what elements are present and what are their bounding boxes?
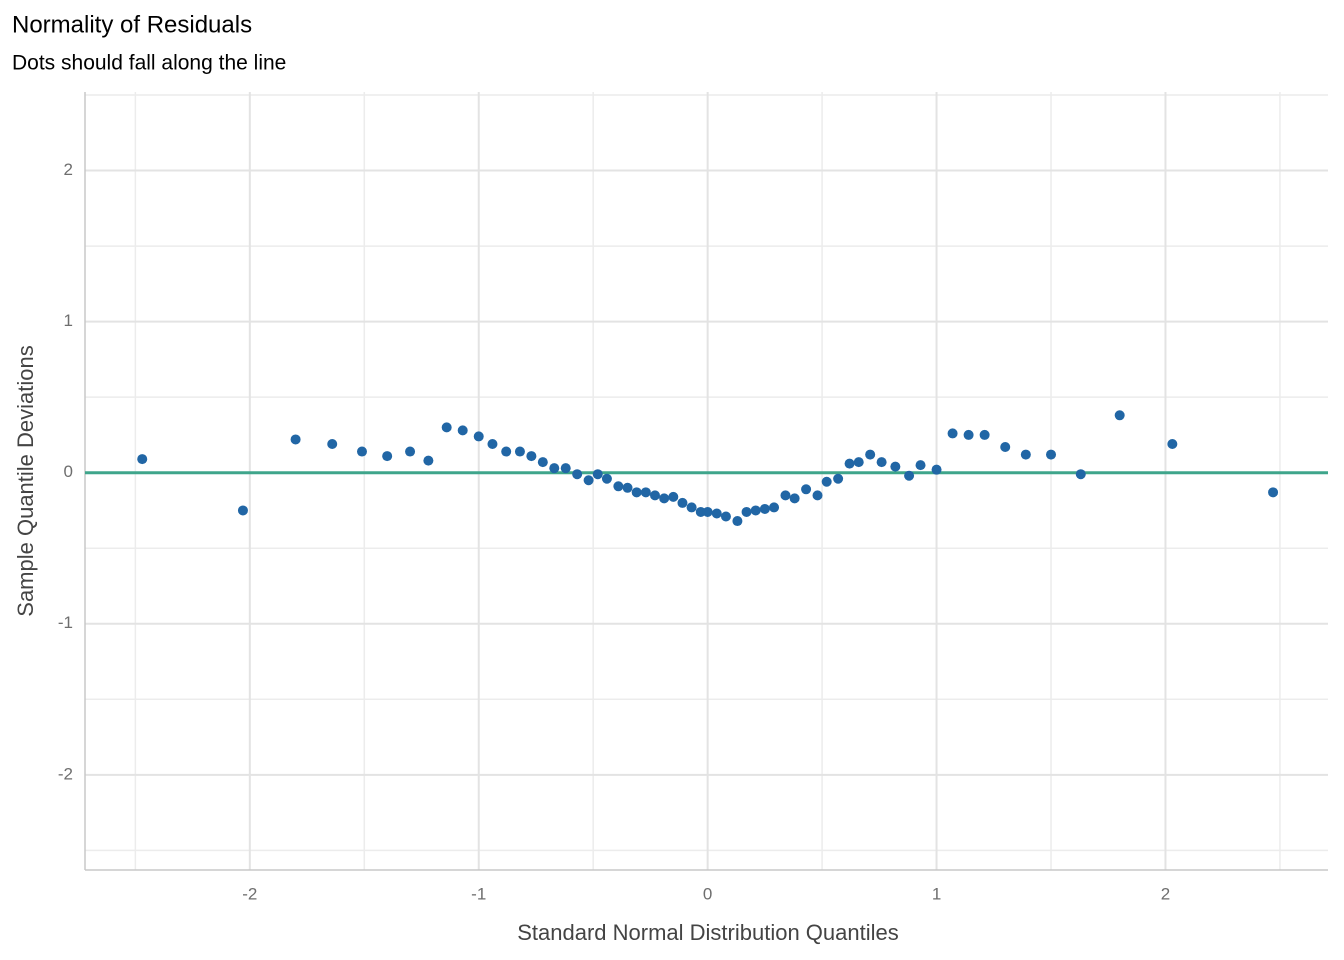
point [750, 505, 761, 516]
point [947, 428, 958, 439]
point [833, 473, 844, 484]
point [514, 446, 525, 457]
point [915, 460, 926, 471]
point [931, 464, 942, 475]
point [659, 493, 670, 504]
x-tick-label: 2 [1161, 884, 1170, 903]
point [789, 493, 800, 504]
point [1268, 487, 1279, 498]
point [686, 502, 697, 513]
point [441, 422, 452, 433]
chart-title: Normality of Residuals [12, 11, 252, 38]
point [963, 429, 974, 440]
point [1000, 442, 1011, 453]
point [1075, 469, 1086, 480]
point [677, 497, 688, 508]
point [1020, 449, 1031, 460]
point [865, 449, 876, 460]
point [702, 506, 713, 517]
point [844, 458, 855, 469]
x-tick-label: -2 [242, 884, 257, 903]
point [769, 502, 780, 513]
y-tick-label: 2 [64, 160, 73, 179]
point [801, 484, 812, 495]
point [327, 438, 338, 449]
point [572, 469, 583, 480]
point [290, 434, 301, 445]
point [668, 491, 679, 502]
point [601, 473, 612, 484]
point [356, 446, 367, 457]
point [741, 506, 752, 517]
x-tick-label: 0 [703, 884, 712, 903]
point [457, 425, 468, 436]
y-tick-label: -1 [58, 613, 73, 632]
point [583, 475, 594, 486]
x-axis-label: Standard Normal Distribution Quantiles [517, 920, 899, 945]
point [1114, 410, 1125, 421]
point [405, 446, 416, 457]
point [382, 451, 393, 462]
point [473, 431, 484, 442]
point [537, 457, 548, 468]
point [720, 511, 731, 522]
y-axis-label: Sample Quantile Deviations [13, 345, 38, 616]
point [780, 490, 791, 501]
point [979, 429, 990, 440]
point [711, 508, 722, 519]
point [526, 451, 537, 462]
point [821, 476, 832, 487]
point [501, 446, 512, 457]
y-tick-label: 1 [64, 311, 73, 330]
x-tick-label: -1 [471, 884, 486, 903]
point [549, 463, 560, 474]
point [1167, 438, 1178, 449]
point [890, 461, 901, 472]
point [695, 506, 706, 517]
point [812, 490, 823, 501]
point [137, 454, 148, 465]
point [487, 438, 498, 449]
point [876, 457, 887, 468]
y-tick-label: -2 [58, 764, 73, 783]
point [904, 470, 915, 481]
point [853, 457, 864, 468]
point [622, 482, 633, 493]
point [423, 455, 434, 466]
point [237, 505, 248, 516]
point [1046, 449, 1057, 460]
point [613, 481, 624, 492]
chart-subtitle: Dots should fall along the line [12, 52, 286, 75]
point [592, 469, 603, 480]
point [649, 490, 660, 501]
x-tick-label: 1 [932, 884, 941, 903]
point [631, 487, 642, 498]
point [759, 503, 770, 514]
point [560, 463, 571, 474]
y-tick-label: 0 [64, 462, 73, 481]
point [732, 516, 743, 527]
point [640, 487, 651, 498]
